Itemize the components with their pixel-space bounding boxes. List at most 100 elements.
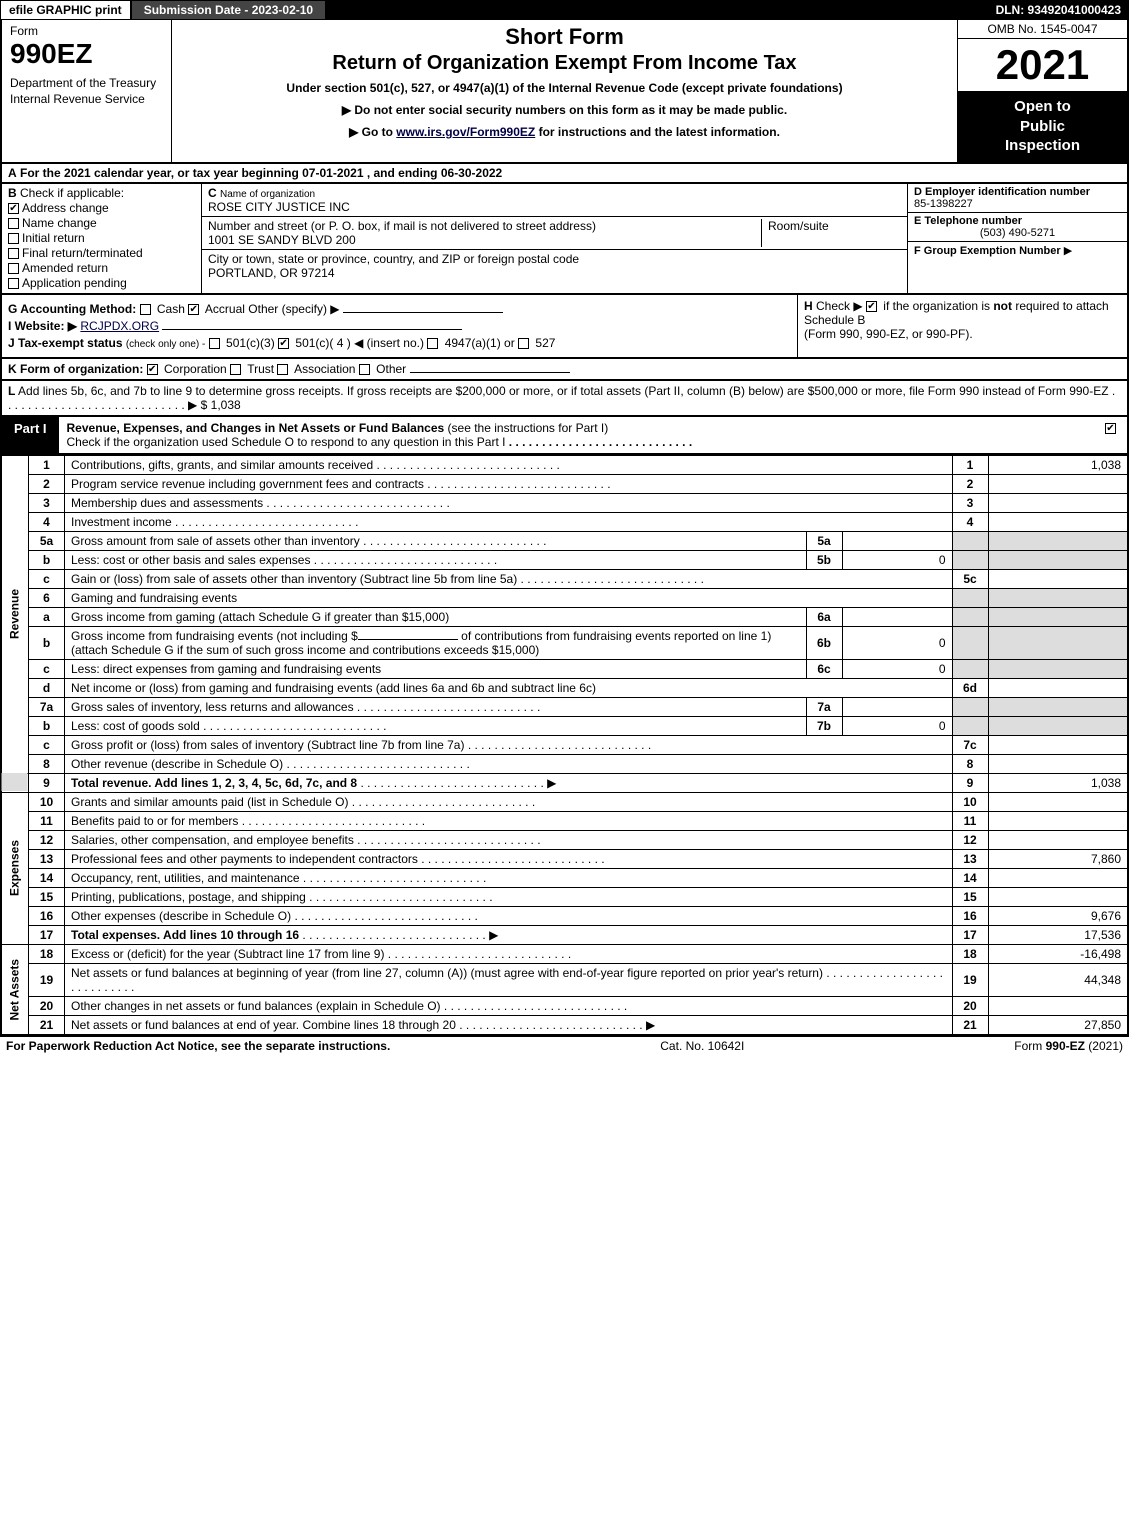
check-address-change[interactable]: Address change bbox=[8, 201, 195, 215]
table-row: Revenue 1 Contributions, gifts, grants, … bbox=[1, 455, 1128, 474]
boxno: 15 bbox=[952, 887, 988, 906]
checkbox-icon[interactable] bbox=[8, 203, 19, 214]
vtab-revenue: Revenue bbox=[1, 455, 29, 773]
table-row: 20 Other changes in net assets or fund b… bbox=[1, 996, 1128, 1015]
line-desc: Gross income from gaming (attach Schedul… bbox=[65, 607, 807, 626]
checkbox-icon[interactable] bbox=[8, 233, 19, 244]
form-number: 990EZ bbox=[10, 38, 163, 70]
line-value: 44,348 bbox=[988, 963, 1128, 996]
check-initial-return[interactable]: Initial return bbox=[8, 231, 195, 245]
table-row: 12 Salaries, other compensation, and emp… bbox=[1, 830, 1128, 849]
j-label: J Tax-exempt status bbox=[8, 336, 123, 350]
boxno: 9 bbox=[952, 773, 988, 792]
org-address: 1001 SE SANDY BLVD 200 bbox=[208, 233, 356, 247]
form-header: Form 990EZ Department of the Treasury In… bbox=[0, 20, 1129, 164]
cat-no: Cat. No. 10642I bbox=[660, 1039, 744, 1053]
accrual-label: Accrual bbox=[205, 302, 245, 316]
h-text4: (Form 990, 990-EZ, or 990-PF). bbox=[804, 327, 973, 341]
checkbox-icon[interactable] bbox=[427, 338, 438, 349]
checkbox-icon[interactable] bbox=[359, 364, 370, 375]
letter-c: C bbox=[208, 186, 217, 200]
line-value bbox=[988, 716, 1128, 735]
checkbox-icon[interactable] bbox=[518, 338, 529, 349]
501c3-label: 501(c)(3) bbox=[226, 336, 275, 350]
line-desc: Printing, publications, postage, and shi… bbox=[65, 887, 953, 906]
row-a-text: For the 2021 calendar year, or tax year … bbox=[20, 166, 502, 180]
header-right: OMB No. 1545-0047 2021 Open to Public In… bbox=[957, 20, 1127, 162]
col-c-org: C Name of organization ROSE CITY JUSTICE… bbox=[202, 184, 907, 293]
g-label: G Accounting Method: bbox=[8, 302, 136, 316]
checkbox-icon[interactable] bbox=[278, 338, 289, 349]
checkbox-icon[interactable] bbox=[277, 364, 288, 375]
lineno: 2 bbox=[29, 474, 65, 493]
boxno bbox=[952, 588, 988, 607]
org-name: ROSE CITY JUSTICE INC bbox=[208, 200, 350, 214]
website-underline bbox=[162, 329, 462, 330]
check-application-pending[interactable]: Application pending bbox=[8, 276, 195, 290]
lineno: 16 bbox=[29, 906, 65, 925]
checkbox-icon[interactable] bbox=[1105, 423, 1116, 434]
row-l-gross-receipts: L Add lines 5b, 6c, and 7b to line 9 to … bbox=[0, 381, 1129, 417]
line-value bbox=[988, 811, 1128, 830]
lineno: c bbox=[29, 659, 65, 678]
lineno: 13 bbox=[29, 849, 65, 868]
4947-label: 4947(a)(1) or bbox=[445, 336, 515, 350]
other-blank bbox=[410, 372, 570, 373]
irs-link[interactable]: www.irs.gov/Form990EZ bbox=[396, 125, 535, 139]
boxno: 3 bbox=[952, 493, 988, 512]
lineno: 9 bbox=[29, 773, 65, 792]
lineno: 12 bbox=[29, 830, 65, 849]
part-1-check[interactable] bbox=[1097, 417, 1127, 453]
501c-label: 501(c)( 4 ) ◀ (insert no.) bbox=[295, 336, 424, 350]
table-row: Expenses 10 Grants and similar amounts p… bbox=[1, 792, 1128, 811]
checkbox-icon[interactable] bbox=[147, 364, 158, 375]
checkbox-icon[interactable] bbox=[188, 304, 199, 315]
subno: 5a bbox=[806, 531, 842, 550]
line-desc: Grants and similar amounts paid (list in… bbox=[65, 792, 953, 811]
line-value: 17,536 bbox=[988, 925, 1128, 944]
boxno: 10 bbox=[952, 792, 988, 811]
boxno bbox=[952, 607, 988, 626]
part-1-header: Part I Revenue, Expenses, and Changes in… bbox=[0, 417, 1129, 455]
checkbox-icon[interactable] bbox=[8, 263, 19, 274]
check-final-return[interactable]: Final return/terminated bbox=[8, 246, 195, 260]
topbar: efile GRAPHIC print Submission Date - 20… bbox=[0, 0, 1129, 20]
checkbox-icon[interactable] bbox=[8, 248, 19, 259]
checkbox-icon[interactable] bbox=[8, 278, 19, 289]
h-not: not bbox=[993, 299, 1012, 313]
col-h-schedule-b: H Check ▶ if the organization is not req… bbox=[797, 295, 1127, 357]
checkbox-icon[interactable] bbox=[8, 218, 19, 229]
subval: 0 bbox=[842, 659, 952, 678]
checkbox-icon[interactable] bbox=[209, 338, 220, 349]
table-row: 11 Benefits paid to or for members 11 bbox=[1, 811, 1128, 830]
subval bbox=[842, 607, 952, 626]
line-value bbox=[988, 996, 1128, 1015]
line-value bbox=[988, 678, 1128, 697]
website-link[interactable]: RCJPDX.ORG bbox=[80, 319, 159, 333]
line-value: 7,860 bbox=[988, 849, 1128, 868]
inspect-3: Inspection bbox=[1005, 137, 1080, 154]
omb-number: OMB No. 1545-0047 bbox=[958, 20, 1127, 39]
ein-value: 85-1398227 bbox=[914, 198, 973, 210]
boxno bbox=[952, 626, 988, 659]
lineno: 18 bbox=[29, 944, 65, 963]
addr-label: Number and street (or P. O. box, if mail… bbox=[208, 219, 596, 233]
line-desc: Contributions, gifts, grants, and simila… bbox=[65, 455, 953, 474]
line-value bbox=[988, 531, 1128, 550]
line-desc: Gross sales of inventory, less returns a… bbox=[65, 697, 807, 716]
inspect-1: Open to bbox=[1014, 98, 1071, 115]
checkbox-icon[interactable] bbox=[866, 301, 877, 312]
line-desc: Other revenue (describe in Schedule O) bbox=[65, 754, 953, 773]
f-group-block: F Group Exemption Number ▶ bbox=[908, 242, 1127, 259]
boxno: 8 bbox=[952, 754, 988, 773]
checkbox-icon[interactable] bbox=[230, 364, 241, 375]
l-text: Add lines 5b, 6c, and 7b to line 9 to de… bbox=[18, 384, 1109, 398]
boxno: 16 bbox=[952, 906, 988, 925]
check-name-change[interactable]: Name change bbox=[8, 216, 195, 230]
tax-year: 2021 bbox=[958, 39, 1127, 91]
table-row: 6 Gaming and fundraising events bbox=[1, 588, 1128, 607]
checkbox-icon[interactable] bbox=[140, 304, 151, 315]
header-left: Form 990EZ Department of the Treasury In… bbox=[2, 20, 172, 162]
check-amended-return[interactable]: Amended return bbox=[8, 261, 195, 275]
final-return-label: Final return/terminated bbox=[22, 246, 143, 260]
